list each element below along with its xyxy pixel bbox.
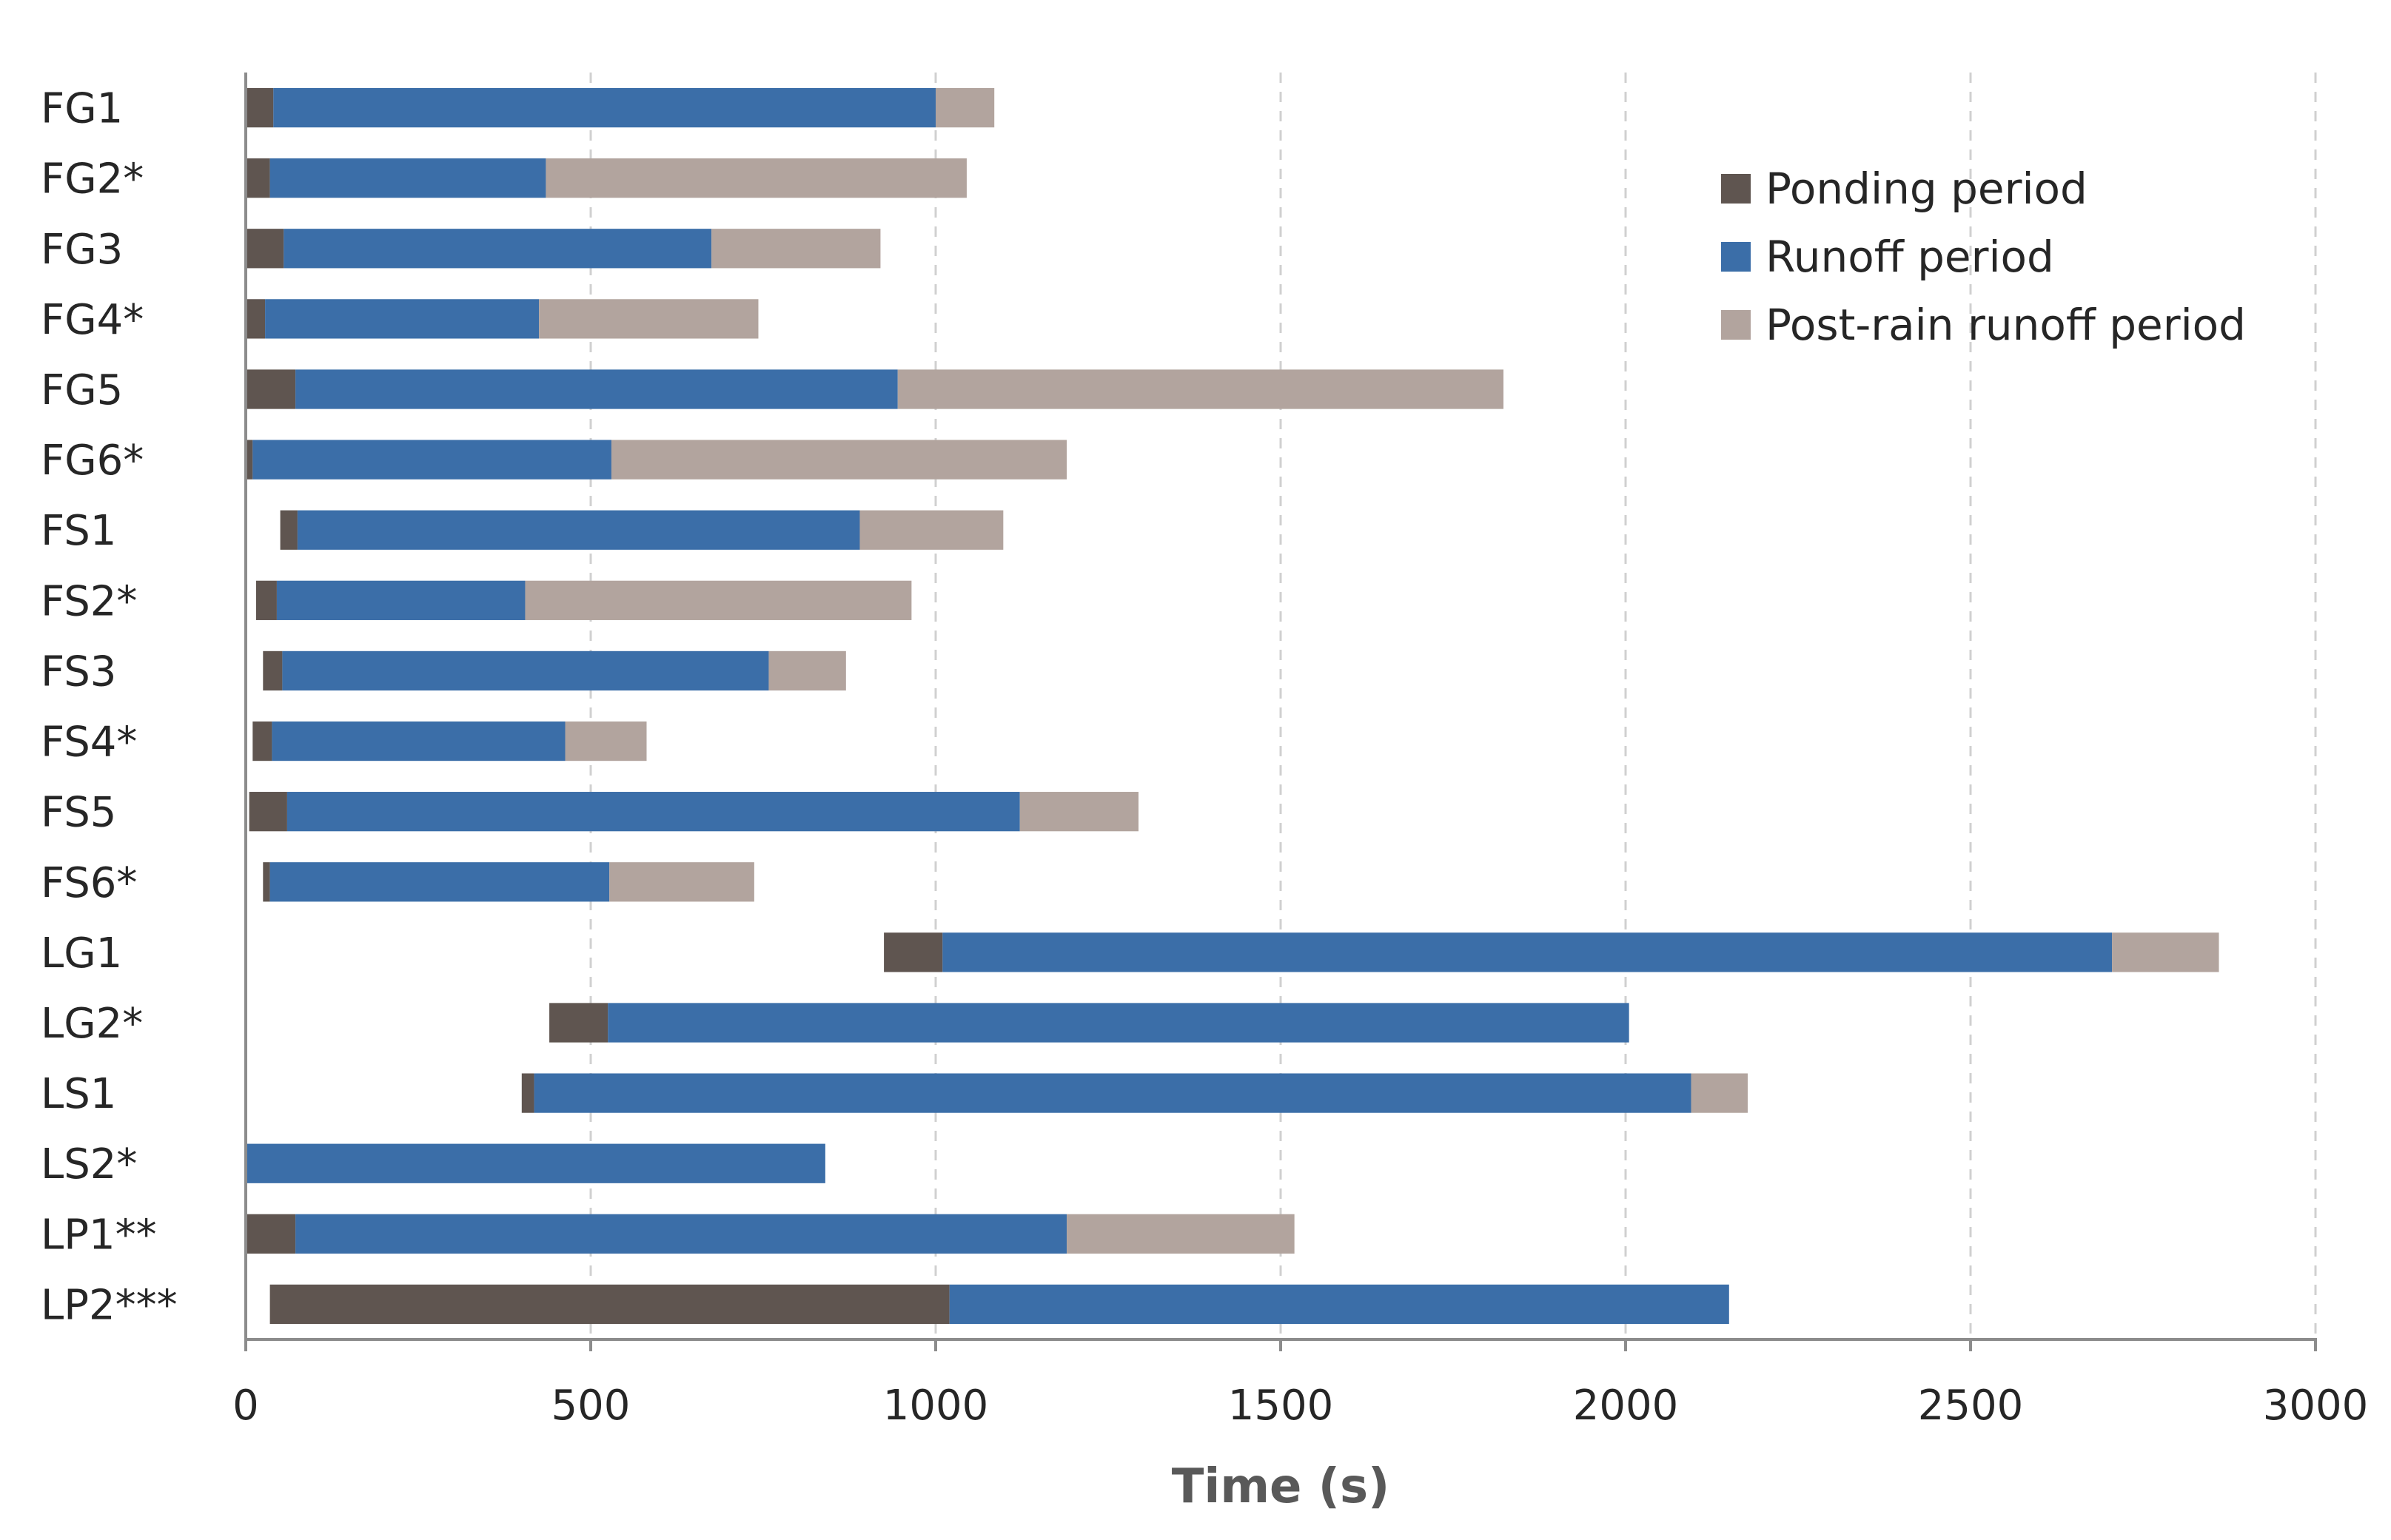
bar-FG1-ponding xyxy=(246,87,274,128)
bar-LP1ss-runoff xyxy=(295,1214,1067,1254)
bar-FG1-runoff xyxy=(273,87,936,128)
category-label-FG3: FG3 xyxy=(41,226,123,274)
category-label-FG6s: FG6* xyxy=(41,437,144,485)
bar-LG1-post-rain xyxy=(2112,932,2219,972)
bar-FG6s-runoff xyxy=(252,440,611,480)
bar-FG5-runoff xyxy=(295,369,898,409)
legend-label-post-rain: Post-rain runoff period xyxy=(1765,300,2246,350)
bars xyxy=(246,87,2219,1325)
category-label-FS5: FS5 xyxy=(41,789,116,837)
bar-FG2s-ponding xyxy=(246,158,270,198)
category-label-FS4s: FS4* xyxy=(41,719,137,767)
bar-FS2s-runoff xyxy=(276,580,526,620)
x-tick-label-1500: 1500 xyxy=(1228,1382,1334,1430)
bar-FG3-runoff xyxy=(284,229,712,269)
x-tick-label-500: 500 xyxy=(551,1382,631,1430)
bar-LP2sss-runoff xyxy=(949,1284,1729,1325)
bar-FG6s-post-rain xyxy=(611,440,1067,480)
bar-FG3-ponding xyxy=(246,229,284,269)
x-tick-label-3000: 3000 xyxy=(2263,1382,2369,1430)
bar-FS2s-ponding xyxy=(255,580,277,620)
bar-FS3-post-rain xyxy=(768,650,846,691)
x-tick-label-2500: 2500 xyxy=(1918,1382,2024,1430)
bar-FS1-post-rain xyxy=(859,510,1004,550)
bar-FS6s-runoff xyxy=(269,862,610,902)
bar-FS6s-ponding xyxy=(263,862,270,902)
bar-LG2s-runoff xyxy=(608,1003,1629,1043)
bar-FG2s-post-rain xyxy=(546,158,967,198)
bar-FG5-ponding xyxy=(246,369,296,409)
bar-LP2sss-ponding xyxy=(269,1284,950,1325)
bar-FS4s-ponding xyxy=(252,721,272,761)
category-label-FS6s: FS6* xyxy=(41,859,137,907)
bar-FS5-ponding xyxy=(249,792,287,832)
bar-FG6s-ponding xyxy=(246,440,253,480)
x-tick-label-1000: 1000 xyxy=(883,1382,989,1430)
bar-FG3-post-rain xyxy=(711,229,881,269)
x-axis-title: Time (s) xyxy=(1172,1459,1390,1514)
x-tick-label-0: 0 xyxy=(232,1382,259,1430)
legend-label-ponding: Ponding period xyxy=(1765,164,2087,214)
bar-FS4s-runoff xyxy=(272,721,566,761)
category-labels: FG1 FG2* FG3 FG4* FG5 FG6* FS1 FS2* FS3 FS4* FS5 FS… xyxy=(41,85,178,1330)
bar-FS5-post-rain xyxy=(1019,792,1139,832)
bar-FS3-ponding xyxy=(263,650,283,691)
bar-FS1-runoff xyxy=(297,510,860,550)
bar-FS2s-post-rain xyxy=(525,580,912,620)
bar-LG1-ponding xyxy=(884,932,943,972)
bar-LS1-runoff xyxy=(534,1073,1691,1113)
bar-LS2s-runoff xyxy=(246,1143,825,1183)
bar-FS4s-post-rain xyxy=(565,721,647,761)
bar-FS6s-post-rain xyxy=(609,862,754,902)
category-label-LS1: LS1 xyxy=(41,1070,116,1118)
category-label-FG5: FG5 xyxy=(41,366,123,414)
bar-LP1ss-ponding xyxy=(246,1214,296,1254)
bar-FG4s-ponding xyxy=(246,299,266,339)
bar-FS5-runoff xyxy=(286,792,1020,832)
category-label-LG1: LG1 xyxy=(41,929,122,978)
bar-LS1-post-rain xyxy=(1691,1073,1748,1113)
category-label-LP2sss: LP2*** xyxy=(41,1281,178,1329)
x-tick-label-2000: 2000 xyxy=(1573,1382,1679,1430)
legend-swatch-runoff xyxy=(1721,242,1751,272)
category-label-LS2s: LS2* xyxy=(41,1140,137,1188)
legend: Ponding period Runoff period Post-rain run… xyxy=(1721,164,2246,350)
category-label-FS3: FS3 xyxy=(41,648,116,696)
bar-FG4s-runoff xyxy=(265,299,540,339)
category-label-FS2s: FS2* xyxy=(41,577,137,625)
category-label-FS1: FS1 xyxy=(41,507,116,555)
legend-label-runoff: Runoff period xyxy=(1765,232,2054,282)
legend-swatch-ponding xyxy=(1721,174,1751,204)
bar-FS3-runoff xyxy=(282,650,769,691)
category-label-FG2s: FG2* xyxy=(41,155,144,204)
bar-LG2s-ponding xyxy=(549,1003,608,1043)
bar-FG5-post-rain xyxy=(897,369,1504,409)
category-label-FG4s: FG4* xyxy=(41,296,144,344)
legend-swatch-post-rain xyxy=(1721,310,1751,340)
bar-LG1-runoff xyxy=(942,932,2113,972)
category-label-LG2s: LG2* xyxy=(41,1000,143,1048)
bar-FG2s-runoff xyxy=(269,158,546,198)
bar-FS1-ponding xyxy=(280,510,298,550)
bar-LS1-ponding xyxy=(521,1073,534,1113)
x-ticks: 0 500 1000 1500 2000 2500 3000 xyxy=(232,1339,2368,1430)
bar-FG4s-post-rain xyxy=(539,299,759,339)
bar-LP1ss-post-rain xyxy=(1067,1214,1295,1254)
category-label-LP1ss: LP1** xyxy=(41,1211,157,1259)
category-label-FG1: FG1 xyxy=(41,85,123,133)
bar-FG1-post-rain xyxy=(936,87,995,128)
